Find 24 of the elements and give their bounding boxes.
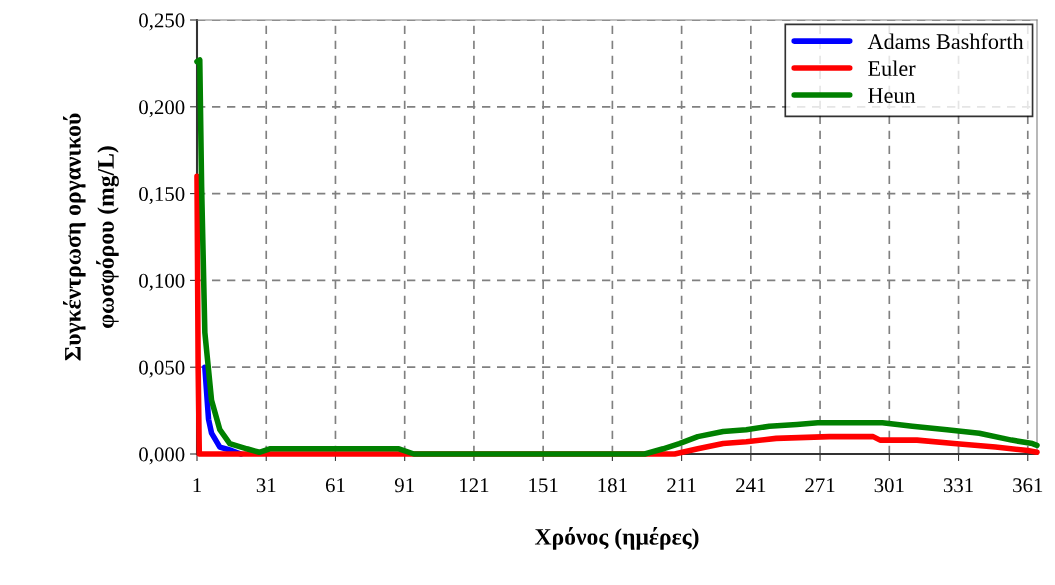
x-tick-label: 91 [394,478,414,493]
legend-label: Heun [868,88,916,104]
y-axis-title: Συγκέντρωση οργανικού φωσφόρου (mg/L) [63,113,119,361]
x-tick-label: 61 [325,478,345,493]
x-tick-label: 301 [874,478,904,493]
x-axis-title: Χρόνος (ημέρες) [534,527,699,550]
x-tick-label: 1 [193,478,201,493]
x-tick-label: 241 [736,478,766,493]
y-tick-label: 0,050 [139,360,185,378]
x-tick-label: 211 [667,478,696,493]
y-tick-label: 0,250 [139,13,185,31]
x-tick-label: 361 [1013,478,1043,493]
x-tick-label: 31 [256,478,276,493]
x-tick-label: 331 [943,478,973,493]
x-tick-label: 181 [598,478,627,493]
y-tick-label: 0,000 [139,447,185,465]
x-tick-label: 271 [805,478,835,493]
y-tick-label: 0,200 [139,100,185,118]
y-tick-label: 0,150 [139,186,185,205]
legend-label: Adams Bashforth [867,33,1024,50]
legend-label: Euler [868,60,916,77]
x-tick-label: 121 [460,478,489,493]
y-tick-label: 0,100 [139,273,185,291]
x-tick-label: 151 [529,478,558,493]
